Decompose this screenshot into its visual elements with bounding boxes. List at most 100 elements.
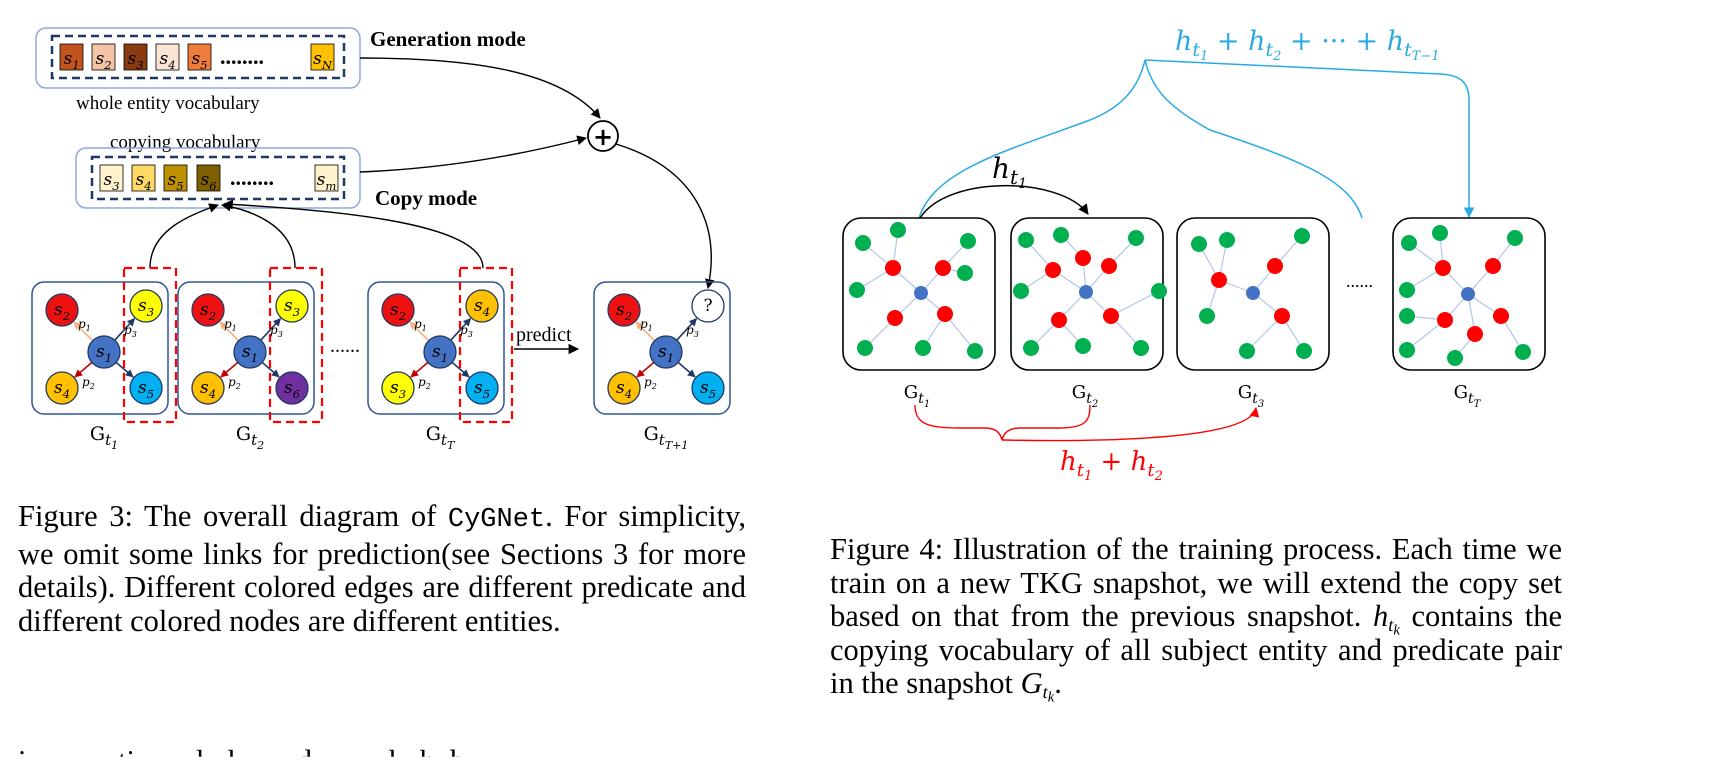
subject-entity-node bbox=[1435, 260, 1451, 276]
subject-entity-node bbox=[1467, 326, 1483, 342]
subject-node-label: s1 bbox=[242, 342, 258, 365]
entity-node bbox=[1447, 350, 1463, 366]
entity-node bbox=[849, 282, 865, 298]
entity-node bbox=[915, 340, 931, 356]
cutoff-body-text: i ti l l d l h b bbox=[18, 744, 466, 778]
plus-node bbox=[587, 120, 619, 152]
graph-edge bbox=[1246, 315, 1283, 352]
entity-node bbox=[1219, 232, 1235, 248]
g-tk-math: Gtk bbox=[1020, 666, 1055, 706]
entity-node bbox=[960, 233, 976, 249]
graph-edge bbox=[1406, 319, 1446, 351]
snapshot-label: GtT bbox=[426, 423, 456, 452]
entity-node bbox=[1399, 308, 1415, 324]
copy-vocab-inner-box bbox=[90, 155, 346, 201]
copy-selection-box bbox=[458, 266, 514, 424]
entity-node bbox=[857, 340, 873, 356]
training-snapshot: Gt2 bbox=[1010, 217, 1167, 410]
snapshot-box bbox=[177, 281, 315, 415]
predicate-edge bbox=[73, 321, 94, 342]
entity-node bbox=[1023, 340, 1039, 356]
training-snapshot: Gt1 bbox=[842, 217, 996, 410]
predicate-label: p3 bbox=[686, 323, 699, 339]
graph-edge bbox=[1110, 290, 1160, 317]
predicate-label: p2 bbox=[82, 375, 95, 391]
predicate-edge bbox=[260, 361, 280, 378]
snapshot4-ellipsis: ...... bbox=[1346, 271, 1373, 291]
vocab-token-label: s5 bbox=[191, 49, 207, 72]
object-node bbox=[45, 371, 79, 405]
copy-token-box bbox=[196, 164, 221, 192]
whole-vocab-inner-box bbox=[50, 34, 346, 80]
vocab-token-box bbox=[91, 43, 116, 71]
object-node bbox=[607, 293, 641, 327]
plus-sign: + bbox=[593, 123, 613, 151]
bottom-cumulative-arrow bbox=[1001, 407, 1260, 442]
predicate-label: p2 bbox=[644, 375, 657, 391]
snapshot-graph: p1 p3 p2 s2 s3 s4 s6 s1 Gt2 bbox=[177, 266, 324, 452]
vocab-token-label: sN bbox=[313, 49, 333, 72]
copy-arrow-3 bbox=[223, 199, 484, 269]
entity-node bbox=[1053, 227, 1069, 243]
copy-token-box bbox=[131, 164, 156, 192]
object-node-label: ? bbox=[703, 296, 712, 316]
copy-mode-label: Copy mode bbox=[375, 186, 477, 210]
center-node bbox=[1079, 285, 1093, 299]
copy-token-label: sm bbox=[317, 170, 337, 193]
entity-node bbox=[855, 235, 871, 251]
object-node-label: s5 bbox=[474, 378, 490, 401]
subject-node bbox=[649, 335, 683, 369]
top-cumulative-arrow bbox=[1144, 59, 1475, 219]
object-node-label: s5 bbox=[700, 378, 716, 401]
predicate-edge bbox=[219, 321, 240, 342]
subject-entity-node bbox=[937, 306, 953, 322]
vocab-token-box bbox=[187, 43, 212, 71]
subject-entity-node bbox=[1267, 258, 1283, 274]
figure-3-caption: Figure 3: The overall diagram of CyGNet.… bbox=[18, 499, 746, 638]
copy-token-box bbox=[163, 164, 188, 192]
predicate-label: p3 bbox=[124, 323, 137, 339]
copy-to-plus-arrow bbox=[359, 135, 587, 173]
subject-node-label: s1 bbox=[432, 342, 448, 365]
entity-node bbox=[1075, 338, 1091, 354]
subject-entity-node bbox=[1051, 312, 1067, 328]
vocab-token-label: s3 bbox=[127, 49, 143, 72]
training-snapshot: Gt3 bbox=[1176, 217, 1330, 410]
center-node bbox=[1246, 286, 1260, 300]
predicate-label: p1 bbox=[224, 317, 237, 333]
copy-selection-box bbox=[122, 266, 178, 424]
object-node-label: s6 bbox=[284, 378, 300, 401]
subject-entity-node bbox=[1437, 312, 1453, 328]
object-node-label: s3 bbox=[284, 296, 300, 319]
copy-token-box bbox=[99, 164, 124, 192]
object-node-label: s4 bbox=[200, 378, 216, 401]
copy-selection-box bbox=[268, 266, 324, 424]
object-node bbox=[691, 289, 725, 323]
object-node bbox=[129, 289, 163, 323]
snapshot-label: Gt2 bbox=[1072, 382, 1098, 410]
object-node bbox=[129, 371, 163, 405]
top-cumulative-brace bbox=[917, 59, 1363, 223]
vocab-token-box bbox=[155, 43, 180, 71]
predicate-edge bbox=[449, 317, 472, 342]
copy-token-label: s6 bbox=[200, 170, 216, 193]
entity-node bbox=[967, 343, 983, 359]
predict-label: predict bbox=[516, 324, 572, 346]
figure-4-diagram: ht1 + ht2 + ··· + htT−1 ht1 Gt1Gt2Gt3GtT… bbox=[842, 26, 1546, 484]
entity-node bbox=[1296, 343, 1312, 359]
object-node-label: s3 bbox=[138, 296, 154, 319]
subject-entity-node bbox=[885, 260, 901, 276]
subject-entity-node bbox=[1075, 250, 1091, 266]
copy-arrow-1 bbox=[149, 203, 219, 269]
object-node-label: s2 bbox=[200, 300, 216, 323]
object-node bbox=[691, 371, 725, 405]
h-t1-arrow bbox=[917, 184, 1089, 223]
entity-node bbox=[1133, 340, 1149, 356]
subject-entity-node bbox=[1493, 308, 1509, 324]
copy-token-box bbox=[314, 164, 339, 192]
snapshot-label: Gt2 bbox=[236, 423, 264, 452]
entity-node bbox=[957, 265, 973, 281]
vocab-token-box bbox=[310, 43, 335, 71]
subject-entity-node bbox=[935, 260, 951, 276]
